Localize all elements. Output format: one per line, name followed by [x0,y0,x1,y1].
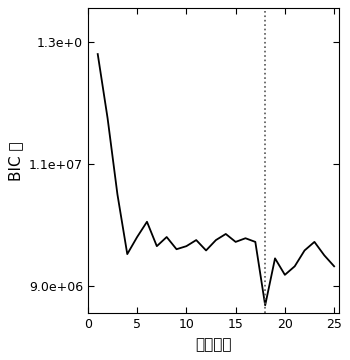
Y-axis label: BIC 値: BIC 値 [8,141,23,181]
X-axis label: 分区数量: 分区数量 [195,337,232,352]
